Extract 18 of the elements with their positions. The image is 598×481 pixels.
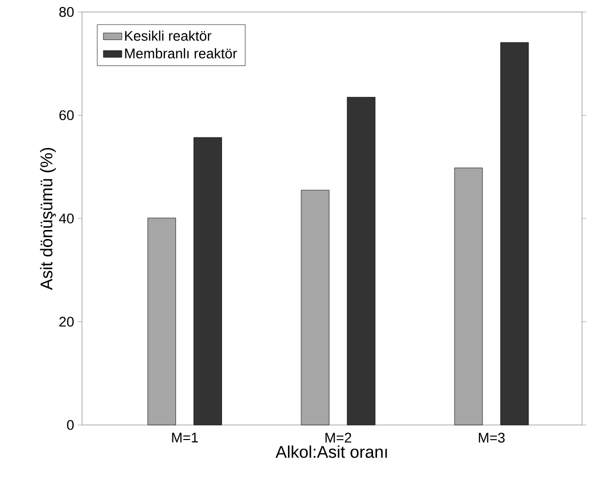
bar xyxy=(148,218,176,426)
bar xyxy=(346,96,376,426)
bar xyxy=(500,42,529,426)
bar xyxy=(194,137,222,426)
legend-label: Membranlı reaktör xyxy=(125,48,237,58)
y-tick-label: 60 xyxy=(59,110,74,120)
y-axis-title: Asit dönüşümü (%) xyxy=(40,148,56,290)
bar xyxy=(300,190,330,426)
y-tick-label: 40 xyxy=(59,214,74,224)
x-tick-label: M=3 xyxy=(478,432,505,443)
y-tick-label: 20 xyxy=(59,316,74,327)
x-axis-title: Alkol:Asit oranı xyxy=(276,445,387,458)
y-tick-label: 80 xyxy=(59,7,74,17)
x-tick-label: M=2 xyxy=(326,432,352,442)
legend-label: Kesikli reaktör xyxy=(125,30,212,41)
bar xyxy=(454,168,483,426)
y-tick-label: 0 xyxy=(67,420,74,430)
x-tick-label: M=1 xyxy=(172,432,198,442)
